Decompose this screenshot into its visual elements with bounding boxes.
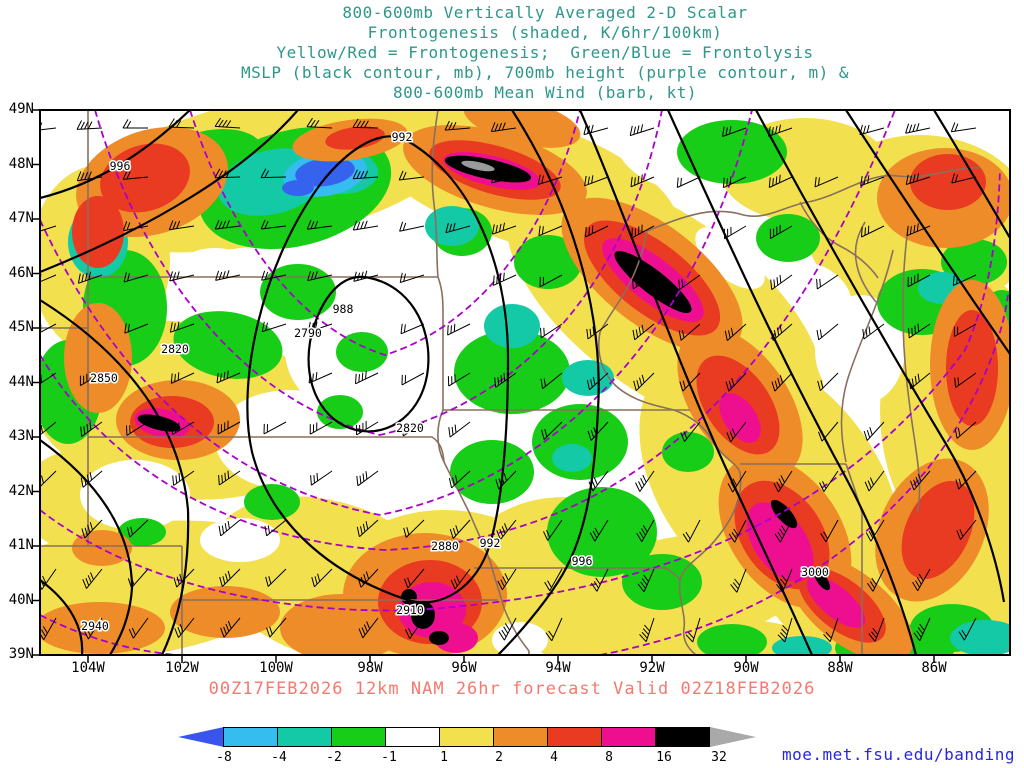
lon-tick-label: 86W [921,660,947,676]
lon-tick-label: 88W [827,660,853,676]
colorbar-segment [277,727,332,747]
colorbar-overflow-arrow [710,727,756,747]
title-line-4: MSLP (black contour, mb), 700mb height (… [241,63,849,82]
map-frame [39,109,1011,656]
lat-tick-label: 46N [8,264,34,281]
colorbar-tick-label: -8 [216,750,232,765]
figure-title: 800-600mb Vertically Averaged 2-D Scalar… [40,3,1024,103]
mslp-contour-label: 988 [333,302,354,316]
axis-ticks [32,109,935,663]
lon-tick-label: 90W [733,660,759,676]
lon-tick-label: 96W [451,660,477,676]
height-contour-label: 2910 [396,603,424,617]
lon-tick-label: 92W [639,660,665,676]
colorbar-tick-label: 32 [711,750,727,765]
colorbar-segment [655,727,710,747]
title-line-3: Yellow/Red = Frontogenesis; Green/Blue =… [276,43,814,62]
colorbar-segment [547,727,602,747]
height-contour-label: 3000 [801,565,829,579]
mslp-contour-label: 996 [572,554,593,568]
height-contour-label: 2820 [161,342,189,356]
colorbar-segment [223,727,278,747]
lat-tick-label: 44N [8,373,34,390]
title-line-2: Frontogenesis (shaded, K/6hr/100km) [367,23,723,42]
mslp-contours [40,110,1010,655]
forecast-caption: 00Z17FEB2026 12km NAM 26hr forecast Vali… [208,679,816,699]
lon-tick-label: 100W [259,660,293,676]
height-contour-label: 2790 [294,326,322,340]
lat-tick-label: 45N [8,319,34,335]
colorbar-tick-label: 4 [550,750,558,765]
height-contour-label: 2820 [396,421,424,435]
colorbar-tick-label: 1 [440,750,448,765]
mslp-contour-label: 992 [392,130,413,144]
contour-labels: 992 988 992 996 996 2790 2820 2820 2850 … [80,129,831,635]
colorbar-tick-label: -1 [381,750,397,765]
shading-frontolysis-blue [282,151,367,197]
lon-tick-label: 94W [545,660,571,676]
title-line-5: 800-600mb Mean Wind (barb, kt) [393,83,697,102]
colorbar-segment [331,727,386,747]
lon-tick-label: 98W [357,660,383,676]
lat-tick-label: 47N [8,210,34,226]
lat-tick-label: 43N [8,428,34,444]
lat-tick-label: 39N [8,646,34,662]
shading-frontolysis-green [40,120,1010,655]
wind-barbs [40,117,977,643]
mslp-contour-label: 992 [480,536,501,550]
colorbar-underflow-arrow [178,727,224,747]
mslp-contour-label: 996 [110,159,131,173]
colorbar-segment [385,727,440,747]
colorbar-segment [601,727,656,747]
colorbar-segment [493,727,548,747]
height-contour-label: 2880 [431,539,459,553]
colorbar-tick-label: 8 [605,750,613,765]
colorbar-tick-label: -2 [326,750,342,765]
shading-overflow-gray [461,160,495,172]
colorbar-tick-label: -4 [271,750,287,765]
lat-tick-label: 48N [8,155,34,172]
height-contours-700mb [40,110,1009,655]
colorbar-tick-label: 2 [495,750,503,765]
site-link[interactable]: moe.met.fsu.edu/banding [782,745,1016,764]
height-contour-label: 2850 [90,371,118,385]
lat-tick-label: 41N [8,537,34,553]
lat-tick-label: 49N [8,101,34,117]
forecast-map: 992 988 992 996 996 2790 2820 2820 2850 … [32,109,1011,663]
lon-tick-label: 102W [165,660,199,676]
lon-tick-label: 104W [71,660,105,676]
colorbar [178,727,756,747]
height-contour-label: 2940 [81,619,109,633]
colorbar-tick-label: 16 [656,750,672,765]
lat-tick-label: 40N [8,591,34,608]
title-line-1: 800-600mb Vertically Averaged 2-D Scalar [342,3,748,22]
colorbar-segment [439,727,494,747]
lat-tick-label: 42N [8,482,34,499]
